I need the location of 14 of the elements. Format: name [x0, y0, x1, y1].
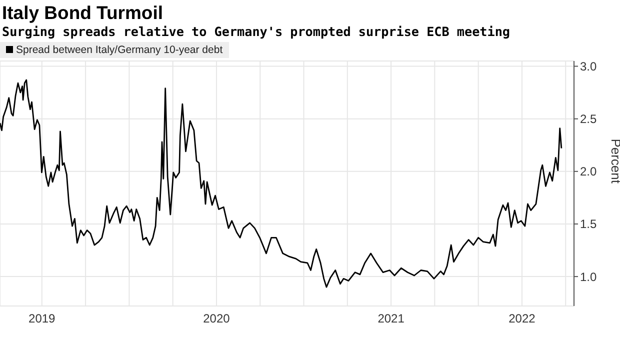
y-tick-label: 2.0 — [580, 164, 598, 179]
x-tick-label: 2022 — [508, 312, 536, 326]
y-tick-label: 1.5 — [580, 217, 598, 232]
chart-title: Italy Bond Turmoil — [2, 2, 164, 24]
y-axis-title: Percent — [608, 138, 620, 184]
line-series — [0, 79, 562, 288]
x-tick-label: 2021 — [378, 312, 405, 326]
x-tick-label: 2019 — [28, 312, 56, 326]
legend-label: Spread between Italy/Germany 10-year debt — [15, 44, 223, 56]
chart-subtitle: Surging spreads relative to Germany's prompted surprise ECB meeting — [2, 24, 510, 39]
x-tick-label: 2020 — [203, 312, 230, 326]
y-tick-label: 2.5 — [580, 112, 598, 126]
y-tick-label: 1.0 — [580, 270, 598, 284]
y-tick-label: 3.0 — [580, 60, 598, 74]
